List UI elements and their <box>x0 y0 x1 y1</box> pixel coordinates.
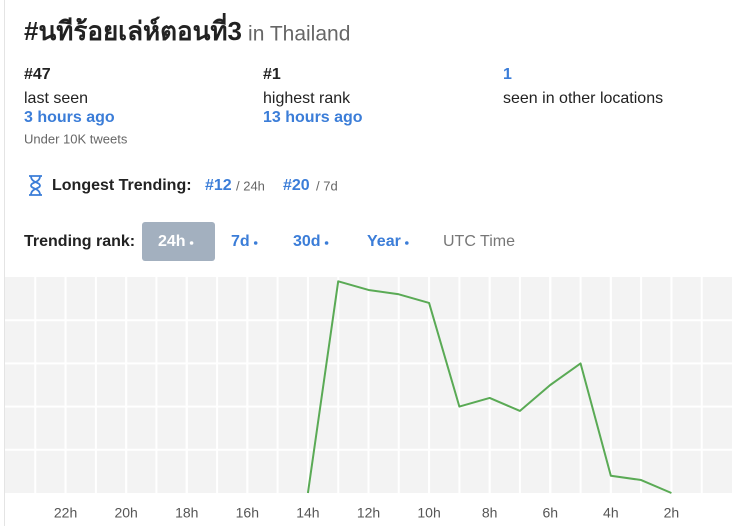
stat-value: #1 <box>263 66 281 83</box>
longest-period: / 24h <box>236 178 265 193</box>
x-tick-label: 22h <box>54 505 77 521</box>
x-tick-label: 18h <box>175 505 198 521</box>
timezone[interactable]: UTC Time <box>443 233 515 250</box>
x-tick-label: 10h <box>417 505 440 521</box>
tab-dot <box>324 241 329 245</box>
active-tab[interactable] <box>142 222 215 261</box>
x-tick-label: 6h <box>542 505 558 521</box>
longest-rank[interactable]: #12 <box>205 177 232 194</box>
stat-label: highest rank <box>263 90 351 107</box>
tab-dot <box>189 241 194 245</box>
x-tick-label: 4h <box>603 505 619 521</box>
longest-label: Longest Trending: <box>52 177 192 194</box>
stat-label: last seen <box>24 90 88 107</box>
controls-label: Trending rank: <box>24 233 135 250</box>
longest-rank[interactable]: #20 <box>283 177 310 194</box>
rank-line <box>306 280 672 494</box>
x-tick-label: 8h <box>482 505 498 521</box>
tab-dot <box>405 241 409 245</box>
x-tick-label: 20h <box>114 505 137 521</box>
tab[interactable]: Year <box>367 233 401 250</box>
stat-time[interactable]: 3 hours ago <box>24 109 115 126</box>
tab-dot <box>253 241 258 245</box>
x-tick-label: 14h <box>296 505 319 521</box>
x-tick-label: 12h <box>357 505 380 521</box>
stat-time[interactable]: 13 hours ago <box>263 109 363 126</box>
stat-value: #47 <box>24 66 51 83</box>
trend-title: #นทีร้อยเล่ห์ตอนที่3 <box>24 12 242 46</box>
location: in Thailand <box>248 23 350 46</box>
x-tick-label: 2h <box>664 505 680 521</box>
stat-label: seen in other locations <box>503 90 663 107</box>
longest-period: / 7d <box>316 178 338 193</box>
x-tick-label: 16h <box>236 505 259 521</box>
tab[interactable]: 24h <box>158 233 186 250</box>
stat-note: Under 10K tweets <box>24 131 128 146</box>
hourglass-icon <box>29 175 42 196</box>
tab[interactable]: 7d <box>231 233 250 250</box>
tab[interactable]: 30d <box>293 233 321 250</box>
stat-value[interactable]: 1 <box>503 66 512 83</box>
